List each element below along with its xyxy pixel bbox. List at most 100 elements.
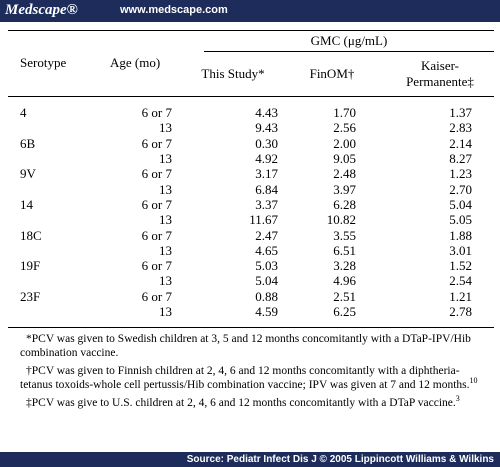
footnote: †PCV was given to Finnish children at 2,… <box>20 364 492 392</box>
value-cell: 5.04 <box>449 196 472 212</box>
value-cell: 1.88 <box>449 227 472 243</box>
serotype-cell: 19F <box>20 258 41 274</box>
table-row: 18C 6 or 7 2.47 3.55 1.88 <box>8 227 494 243</box>
footnote-text: †PCV was given to Finnish children at 2,… <box>20 365 470 391</box>
top-bar: Medscape® www.medscape.com <box>0 0 500 22</box>
value-cell: 2.00 <box>333 135 356 151</box>
table-row: 13 4.65 6.51 3.01 <box>8 243 494 258</box>
age-cell: 13 <box>159 151 172 167</box>
age-cell: 6 or 7 <box>141 105 172 121</box>
table-row: 13 5.04 4.96 2.54 <box>8 273 494 288</box>
table-row: 6B 6 or 7 0.30 2.00 2.14 <box>8 136 494 151</box>
age-cell: 13 <box>159 212 172 228</box>
table-row: 19F 6 or 7 5.03 3.28 1.52 <box>8 258 494 273</box>
footer-bar: Source: Pediatr Infect Dis J © 2005 Lipp… <box>0 452 500 467</box>
age-cell: 6 or 7 <box>141 288 172 304</box>
value-cell: 2.47 <box>255 227 278 243</box>
serotype-cell: 23F <box>20 288 41 304</box>
value-cell: 4.59 <box>204 303 278 329</box>
value-cell: 9.43 <box>255 120 278 136</box>
value-cell: 4.96 <box>333 273 356 289</box>
age-cell: 6 or 7 <box>141 196 172 212</box>
age-cell: 6 or 7 <box>141 166 172 182</box>
value-cell: 2.78 <box>386 303 494 329</box>
footnote-ref: 10 <box>469 376 478 386</box>
value-cell: 0.88 <box>255 288 278 304</box>
value-cell: 1.37 <box>449 105 472 121</box>
value-cell: 1.23 <box>449 166 472 182</box>
value-cell: 6.28 <box>333 196 356 212</box>
empty-cell <box>8 212 96 227</box>
source: Source: Pediatr Infect Dis J © 2005 Lipp… <box>186 454 494 465</box>
value-cell: 4.65 <box>255 242 278 258</box>
footnote-text: ‡PCV was give to U.S. children at 2, 4, … <box>26 397 456 409</box>
data-table: Serotype Age (mo) GMC (μg/mL) This Study… <box>8 30 494 329</box>
value-cell: 3.28 <box>333 258 356 274</box>
footnote-text: *PCV was given to Swedish children at 3,… <box>20 333 471 359</box>
value-cell: 6.51 <box>333 242 356 258</box>
column-header: Age (mo) <box>96 30 204 97</box>
header-text: This Study* <box>201 66 265 81</box>
value-cell: 1.52 <box>449 258 472 274</box>
age-cell: 6 or 7 <box>141 227 172 243</box>
value-cell: 2.56 <box>333 120 356 136</box>
value-cell: 5.04 <box>255 273 278 289</box>
table-row: 13 9.43 2.56 2.83 <box>8 120 494 135</box>
value-cell: 3.55 <box>333 227 356 243</box>
empty-cell <box>8 120 96 135</box>
table-row: 9V 6 or 7 3.17 2.48 1.23 <box>8 166 494 181</box>
empty-cell <box>8 151 96 166</box>
value-cell: 3.17 <box>255 166 278 182</box>
value-cell: 11.67 <box>249 212 278 228</box>
age-cell: 13 <box>159 273 172 289</box>
header-text: FinOM† <box>309 66 355 81</box>
value-cell: 8.27 <box>449 151 472 167</box>
value-cell: 4.92 <box>255 151 278 167</box>
value-cell: 4.43 <box>255 105 278 121</box>
value-cell: 5.05 <box>449 212 472 228</box>
column-header: Kaiser-Permanente‡ <box>386 51 494 97</box>
column-header: This Study* <box>201 51 278 97</box>
serotype-cell: 18C <box>20 227 42 243</box>
value-cell: 10.82 <box>326 212 356 228</box>
column-header: FinOM† <box>278 51 386 97</box>
value-cell: 6.25 <box>278 303 386 329</box>
brand: Medscape® <box>5 2 78 18</box>
table-body: 4 6 or 7 4.43 1.70 1.37 13 9.43 2.56 2.83 6B 6 or … <box>8 97 494 329</box>
table-row: 14 6 or 7 3.37 6.28 5.04 <box>8 197 494 212</box>
age-cell: 6 or 7 <box>141 135 172 151</box>
footnote: *PCV was given to Swedish children at 3,… <box>20 332 492 360</box>
value-cell: 0.30 <box>255 135 278 151</box>
footnote-ref: 3 <box>455 394 460 404</box>
table-row: 23F 6 or 7 0.88 2.51 1.21 <box>8 289 494 304</box>
value-cell: 2.48 <box>333 166 356 182</box>
empty-cell <box>8 273 96 288</box>
url: www.medscape.com <box>120 4 228 16</box>
value-cell: 3.01 <box>449 242 472 258</box>
column-group-header: GMC (μg/mL) <box>204 30 494 52</box>
value-cell: 1.21 <box>449 288 472 304</box>
age-cell: 13 <box>159 242 172 258</box>
table-row: 4 6 or 7 4.43 1.70 1.37 <box>8 97 494 121</box>
value-cell: 1.70 <box>333 105 356 121</box>
age-cell: 6 or 7 <box>141 258 172 274</box>
table-row: 13 11.67 10.82 5.05 <box>8 212 494 227</box>
empty-cell <box>8 303 96 329</box>
table-row: 13 6.84 3.97 2.70 <box>8 181 494 197</box>
value-cell: 2.14 <box>449 135 472 151</box>
age-cell: 13 <box>96 303 204 329</box>
value-cell: 9.05 <box>333 151 356 167</box>
value-cell: 2.83 <box>449 120 472 136</box>
table-row: 13 4.92 9.05 8.27 <box>8 151 494 166</box>
empty-cell <box>8 181 96 196</box>
value-cell: 3.37 <box>255 196 278 212</box>
value-cell: 2.54 <box>449 273 472 289</box>
serotype-cell: 6B <box>20 135 36 151</box>
value-cell: 5.03 <box>255 258 278 274</box>
empty-cell <box>8 243 96 258</box>
value-cell: 2.51 <box>333 288 356 304</box>
serotype-cell: 9V <box>20 166 36 182</box>
column-header: Serotype <box>8 30 96 97</box>
header-text: Kaiser-Permanente‡ <box>406 58 474 89</box>
